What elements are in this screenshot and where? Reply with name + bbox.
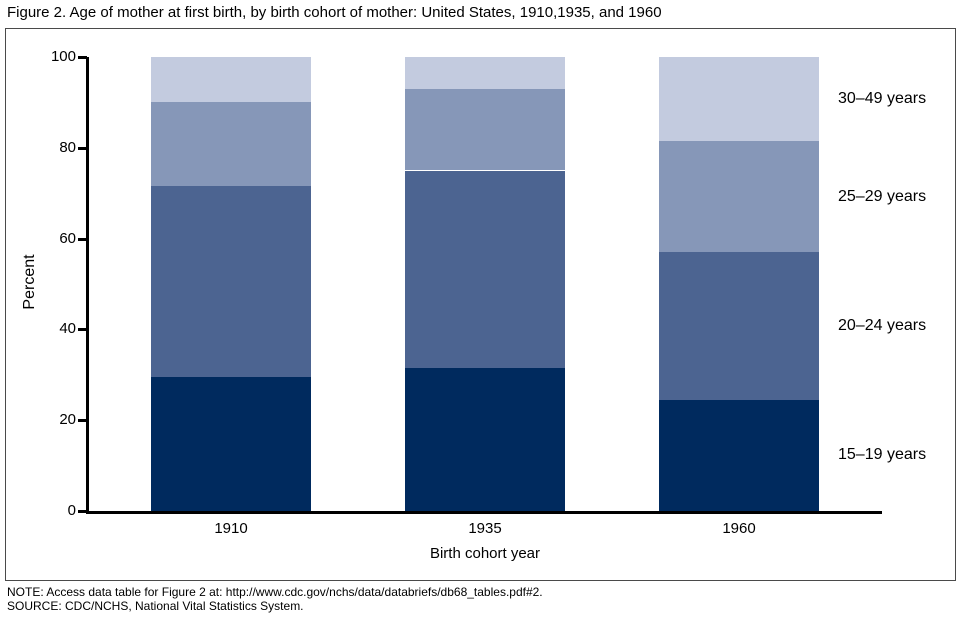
y-tick-mark [78, 328, 87, 332]
bar-segment-1960-series-3 [659, 57, 819, 141]
y-tick-mark [78, 146, 87, 150]
figure-title: Figure 2. Age of mother at first birth, … [7, 4, 662, 21]
y-tick-label: 80 [59, 138, 76, 156]
y-axis-line [86, 57, 89, 514]
bar-segment-1935-series-2 [405, 88, 565, 171]
y-tick-mark [78, 419, 87, 423]
bar-segment-1935-series-1 [405, 170, 565, 368]
bar-segment-1960-series-2 [659, 140, 819, 253]
footer-source: SOURCE: CDC/NCHS, National Vital Statist… [7, 599, 304, 613]
series-label-2: 25–29 years [838, 187, 927, 205]
bar-segment-1910-series-2 [151, 102, 311, 187]
series-label-1: 20–24 years [838, 316, 927, 334]
x-category-label: 1910 [214, 520, 248, 537]
y-tick-label: 40 [59, 320, 76, 338]
bar-segment-1910-series-1 [151, 186, 311, 378]
y-tick-mark [78, 237, 87, 241]
x-category-label: 1935 [468, 520, 502, 537]
y-tick-label: 100 [50, 48, 76, 65]
x-axis-title: Birth cohort year [429, 545, 541, 562]
bar-segment-1935-series-3 [405, 57, 565, 89]
y-tick-label: 20 [59, 411, 76, 429]
footer-note: NOTE: Access data table for Figure 2 at:… [7, 585, 543, 599]
series-label-3: 30–49 years [838, 89, 927, 107]
y-tick-mark [78, 510, 87, 513]
x-axis-line [86, 511, 882, 514]
bar-segment-1910-series-3 [151, 57, 311, 103]
y-tick-mark [78, 56, 87, 59]
y-axis-title: Percent [21, 254, 38, 310]
bar-segment-1910-series-0 [151, 377, 311, 511]
bar-segment-1935-series-0 [405, 367, 565, 511]
y-tick-label: 0 [67, 502, 76, 519]
series-label-0: 15–19 years [838, 446, 927, 464]
y-tick-label: 60 [59, 229, 76, 247]
bar-segment-1960-series-1 [659, 252, 819, 400]
x-category-label: 1960 [722, 520, 756, 537]
bar-segment-1960-series-0 [659, 399, 819, 511]
